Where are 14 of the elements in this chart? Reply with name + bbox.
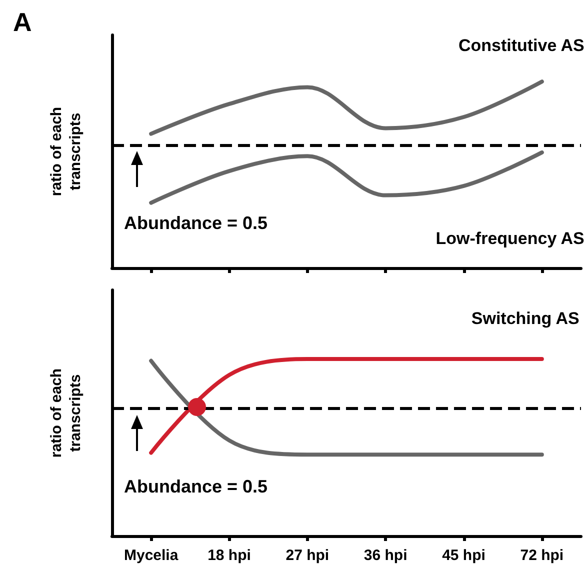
x-tick-label: 18 hpi bbox=[208, 547, 251, 564]
text: Low-frequency AS bbox=[436, 229, 584, 248]
annotation: Abundance = 0.5 bbox=[124, 212, 268, 233]
x-tick-label: 45 hpi bbox=[442, 547, 486, 564]
y-axis-title: ratio of each transcripts bbox=[48, 106, 84, 196]
x-tick-label: Mycelia bbox=[124, 547, 179, 564]
x-tick-label: 72 hpi bbox=[520, 547, 564, 564]
chart-title: A bbox=[13, 7, 32, 37]
y-axis-title: ratio of each transcripts bbox=[48, 368, 84, 458]
x-tick-label: 27 hpi bbox=[286, 547, 330, 564]
annotation: Abundance = 0.5 bbox=[124, 476, 268, 497]
text: Constitutive AS bbox=[458, 36, 584, 55]
chart-title: Switching AS bbox=[471, 309, 580, 328]
x-tick-label: 36 hpi bbox=[364, 547, 408, 564]
